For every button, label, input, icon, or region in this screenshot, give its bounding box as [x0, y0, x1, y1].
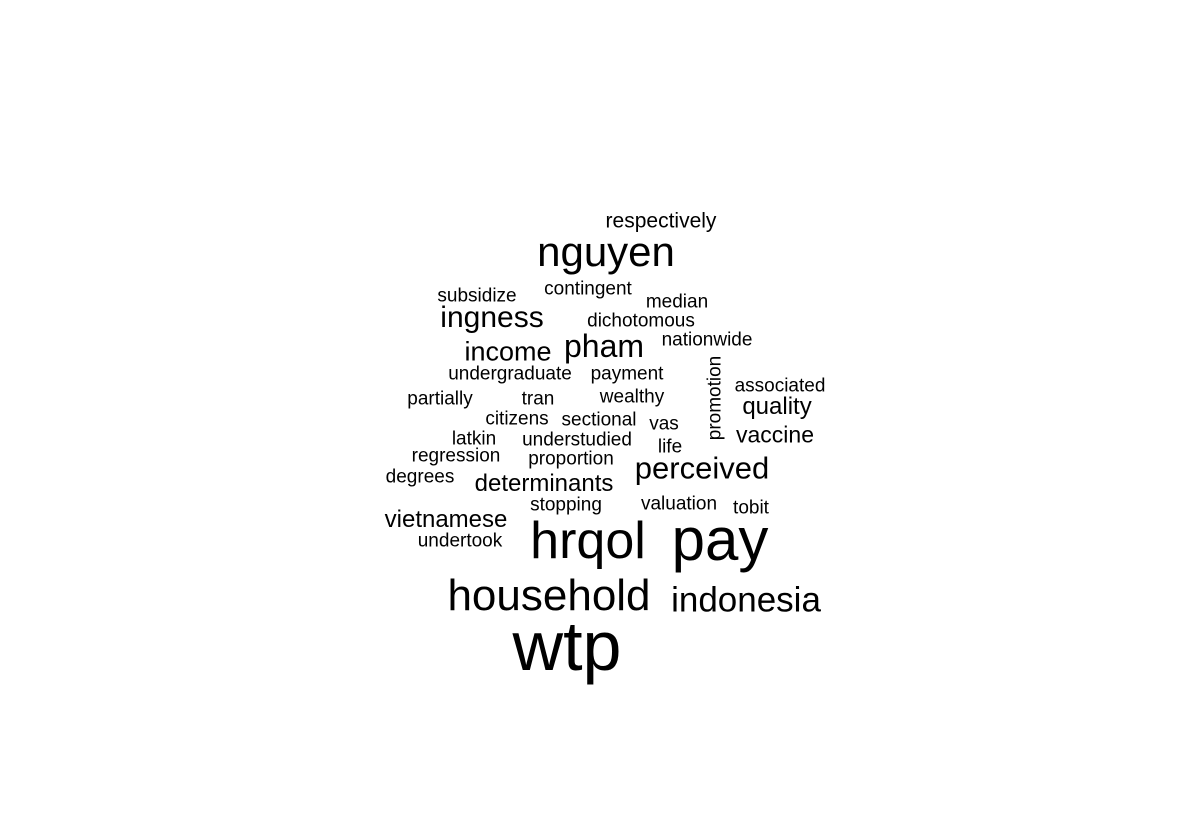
word-promotion: promotion — [704, 355, 726, 441]
word-vaccine: vaccine — [736, 421, 814, 448]
word-understudied: understudied — [522, 429, 632, 451]
word-sectional: sectional — [561, 409, 637, 431]
word-undergraduate: undergraduate — [448, 363, 572, 385]
word-payment: payment — [590, 363, 664, 385]
word-wealthy: wealthy — [599, 386, 665, 408]
word-household: household — [447, 571, 651, 620]
word-nguyen: nguyen — [537, 228, 675, 275]
word-wtp: wtp — [512, 607, 622, 685]
word-citizens: citizens — [485, 408, 549, 430]
word-quality: quality — [742, 393, 812, 420]
word-respectively: respectively — [605, 209, 717, 233]
word-life: life — [657, 436, 683, 458]
word-perceived: perceived — [634, 450, 770, 486]
word-ingness: ingness — [440, 301, 544, 334]
word-undertook: undertook — [417, 530, 503, 552]
word-determinants: determinants — [474, 470, 614, 497]
word-tobit: tobit — [733, 497, 769, 519]
word-partially: partially — [407, 388, 473, 410]
word-dichotomous: dichotomous — [587, 310, 695, 332]
word-tran: tran — [521, 388, 555, 410]
word-degrees: degrees — [385, 466, 455, 488]
word-pay: pay — [671, 506, 769, 573]
word-valuation: valuation — [640, 493, 718, 515]
word-subsidize: subsidize — [437, 285, 517, 307]
word-latkin: latkin — [451, 428, 497, 450]
word-vas: vas — [649, 413, 679, 435]
word-vietnamese: vietnamese — [384, 506, 508, 533]
word-regression: regression — [411, 445, 501, 467]
word-stopping: stopping — [530, 494, 602, 516]
word-associated: associated — [734, 375, 826, 397]
word-median: median — [645, 291, 709, 313]
word-income: income — [464, 336, 552, 367]
word-proportion: proportion — [528, 448, 614, 470]
word-hrqol: hrqol — [530, 512, 646, 570]
word-nationwide: nationwide — [661, 329, 753, 351]
word-indonesia: indonesia — [671, 580, 821, 620]
word-contingent: contingent — [544, 278, 632, 300]
word-pham: pham — [563, 328, 645, 364]
